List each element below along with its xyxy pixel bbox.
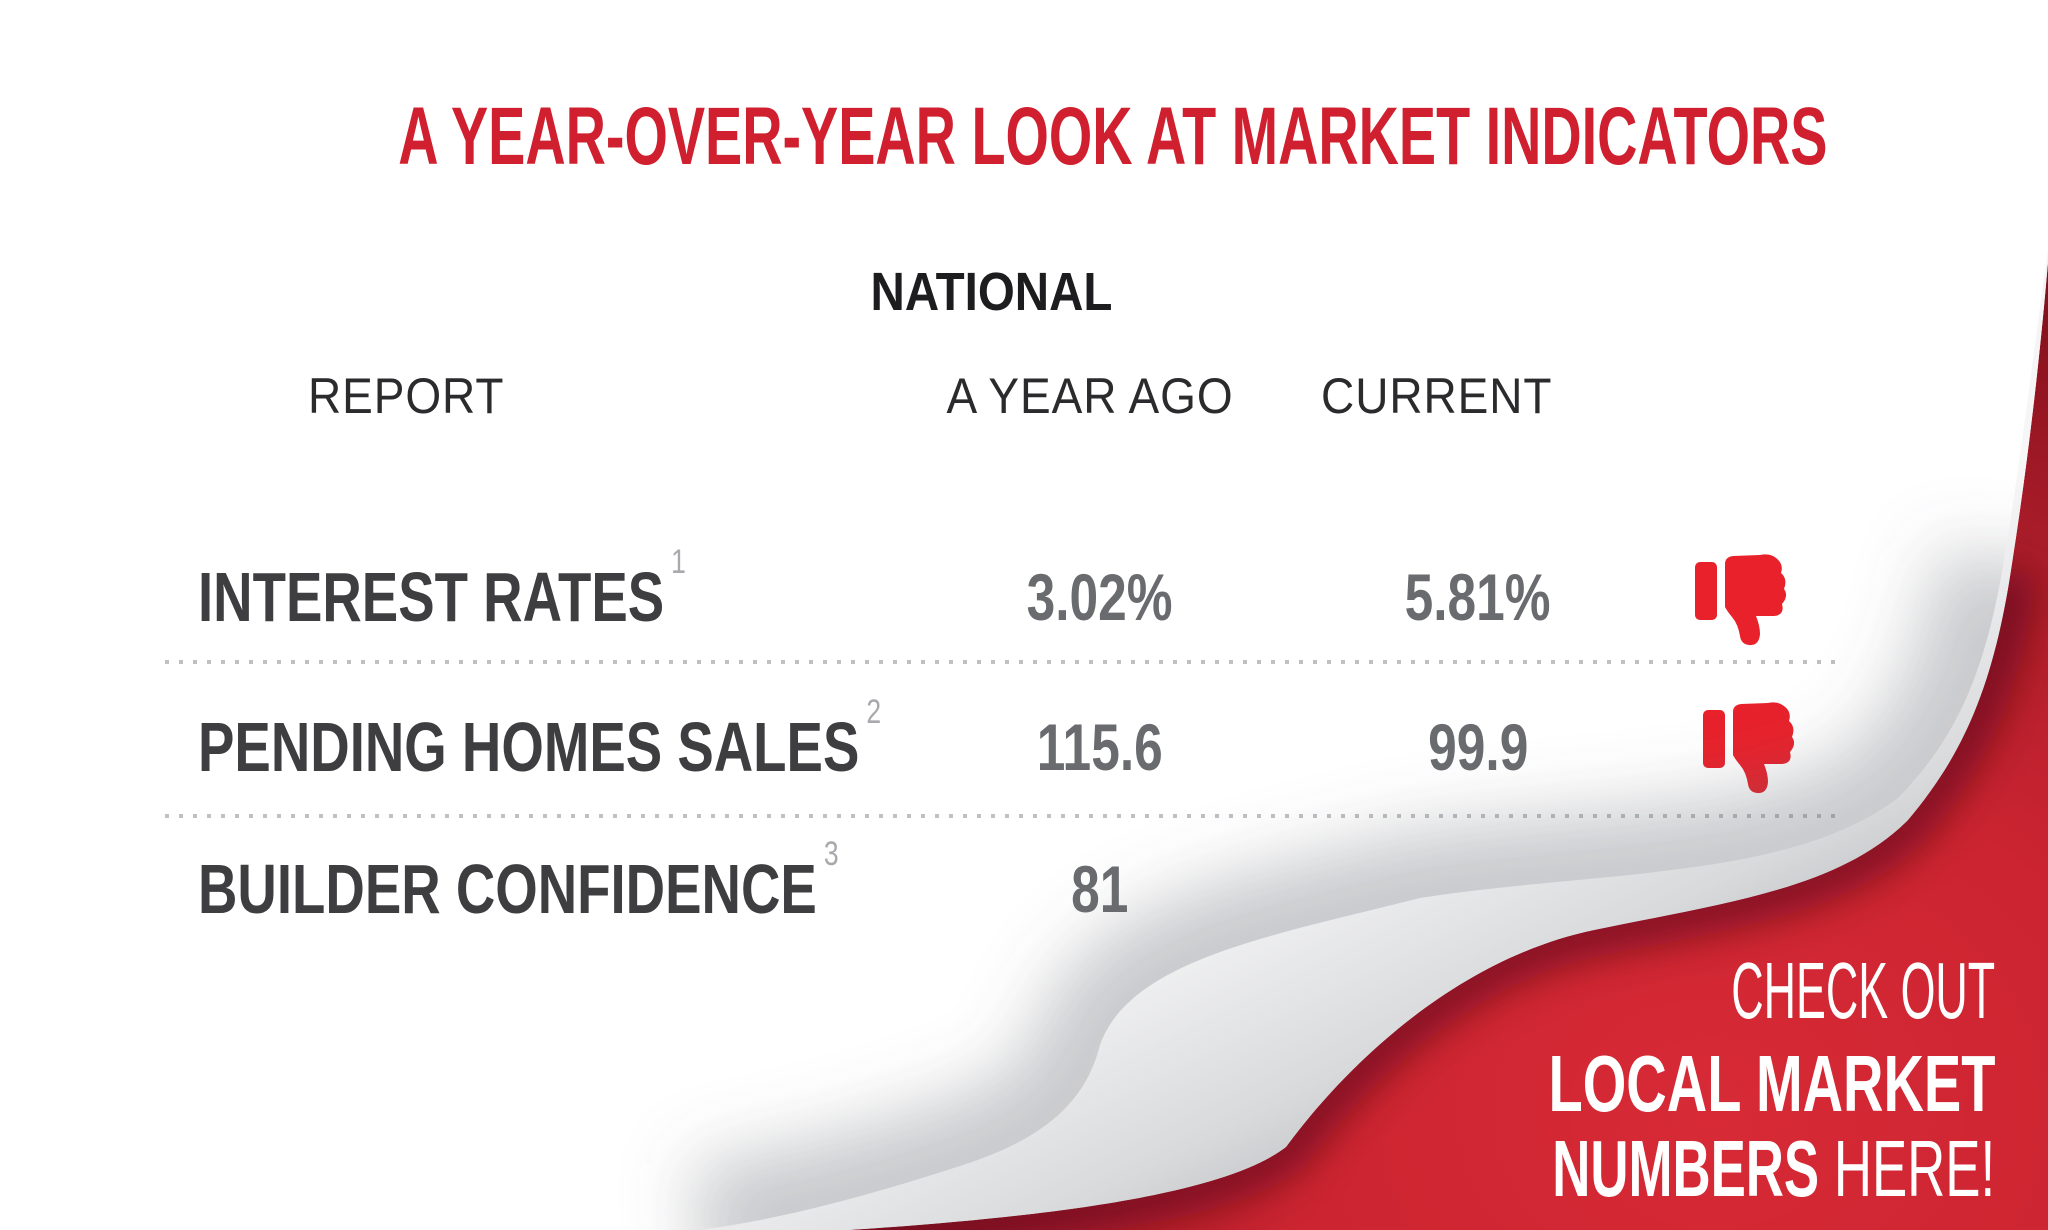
footnote-marker: 2	[866, 692, 882, 731]
corner-cta-line1: CHECK OUT	[1731, 946, 1995, 1035]
row-divider	[165, 660, 1843, 664]
row-divider	[165, 814, 1843, 818]
page-title: A YEAR-OVER-YEAR LOOK AT MARKET INDICATO…	[398, 91, 1828, 182]
footnote-marker: 3	[823, 834, 839, 873]
cell-pending-homes-sales-current: 99.9	[1427, 710, 1529, 784]
column-header-current: CURRENT	[1321, 368, 1553, 424]
table-row-label-interest-rates: INTEREST RATES 1	[198, 542, 686, 636]
corner-cta-line3: NUMBERS HERE!	[1552, 1124, 1995, 1213]
table-row-label-builder-confidence: BUILDER CONFIDENCE 3	[198, 834, 839, 928]
footnote-marker: 1	[671, 542, 686, 581]
cell-pending-homes-sales-year-ago: 115.6	[1037, 710, 1163, 784]
thumbs-down-icon	[1703, 702, 1795, 794]
cell-builder-confidence-year-ago: 81	[1071, 852, 1129, 926]
column-header-report: REPORT	[308, 368, 505, 424]
section-header-national: NATIONAL	[870, 262, 1112, 322]
corner-cta-line2: LOCAL MARKET	[1548, 1039, 1995, 1128]
thumbs-down-icon	[1695, 554, 1787, 646]
column-header-a-year-ago: A YEAR AGO	[946, 368, 1234, 424]
cell-interest-rates-current: 5.81%	[1405, 560, 1551, 634]
cell-interest-rates-year-ago: 3.02%	[1027, 560, 1173, 634]
